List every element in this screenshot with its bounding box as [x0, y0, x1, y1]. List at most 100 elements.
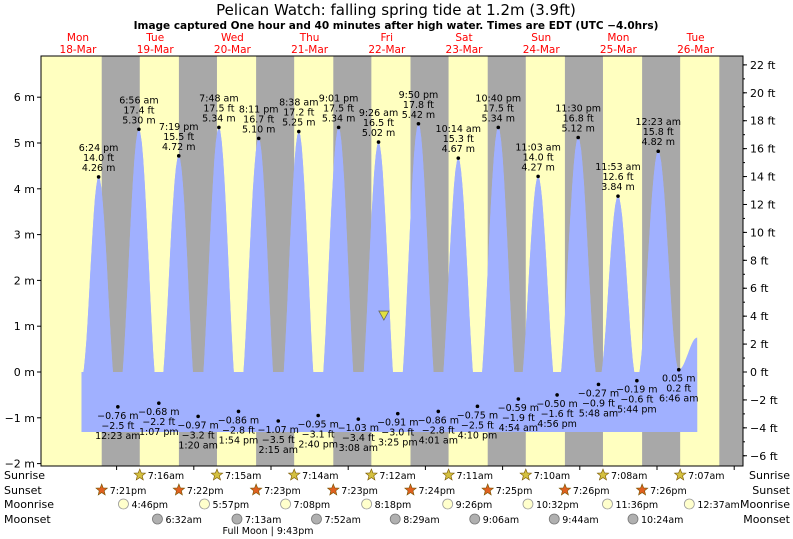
plot-border	[40, 55, 744, 467]
low-tide-time: 2:40 pm	[298, 440, 338, 451]
high-tide-feet: 15.8 ft	[643, 127, 674, 138]
high-tide-metres: 5.34 m	[482, 113, 515, 124]
high-tide-feet: 16.8 ft	[563, 114, 594, 125]
sunrise-time: 7:11am	[457, 471, 493, 482]
sunrise-time: 7:12am	[379, 471, 415, 482]
night-band	[719, 56, 743, 466]
high-tide-feet: 15.3 ft	[443, 134, 474, 145]
date-label: 24-Mar	[523, 44, 561, 56]
low-tide-metres: −1.07 m	[258, 425, 299, 436]
low-tide-feet: −2.2 ft	[142, 417, 175, 428]
low-tide-point	[436, 409, 441, 414]
high-tide-metres: 5.30 m	[122, 115, 155, 126]
moonset-icon	[389, 513, 401, 525]
low-tide-point	[676, 367, 681, 372]
moonset-time: 9:44am	[562, 515, 598, 526]
high-tide-feet: 16.5 ft	[363, 118, 394, 129]
astro-rows: SunriseSunsetMoonriseMoonsetSunriseSunse…	[4, 468, 791, 537]
sunrise-star-icon	[442, 468, 456, 481]
current-level-marker	[378, 310, 390, 321]
high-tide-metres: 5.12 m	[561, 124, 594, 135]
day-name-label: Sat	[455, 32, 472, 44]
high-tide-time: 8:11 pm	[239, 104, 279, 115]
day-name-label: Fri	[381, 32, 394, 44]
sunrise-time: 7:16am	[148, 471, 184, 482]
high-tide-time: 10:40 pm	[475, 93, 521, 104]
low-tide-point	[356, 417, 361, 421]
high-tide-point	[456, 156, 461, 160]
high-tide-time: 9:26 am	[359, 108, 398, 119]
sunset-time: 7:26pm	[650, 486, 687, 497]
sunrise-star-icon	[287, 468, 301, 481]
low-tide-metres: −0.76 m	[97, 411, 138, 422]
high-tide-metres: 4.82 m	[642, 137, 675, 148]
sunrise-time: 7:07am	[688, 471, 724, 482]
sunset-star-icon	[635, 483, 649, 496]
y-left-tick-label: 2 m	[14, 274, 35, 287]
low-tide-metres: −0.75 m	[457, 410, 498, 421]
low-tide-point	[555, 393, 559, 397]
sunset-star-icon	[249, 483, 263, 496]
moonrise-time: 10:32pm	[536, 500, 579, 511]
moonset-row-label-left: Moonset	[4, 513, 51, 526]
date-label: 21-Mar	[291, 44, 329, 56]
low-tide-feet: 0.2 ft	[666, 384, 691, 395]
y-right-tick-label: 14 ft	[750, 171, 776, 184]
low-tide-time: 3:25 pm	[378, 438, 418, 449]
date-label: 23-Mar	[446, 44, 484, 56]
low-tide-point	[395, 411, 400, 416]
high-tide-feet: 17.4 ft	[123, 105, 154, 116]
moonrise-time: 8:18pm	[375, 500, 412, 511]
low-tide-metres: −0.50 m	[536, 399, 577, 410]
low-tide-feet: −0.6 ft	[620, 395, 653, 406]
day-name-label: Wed	[221, 32, 244, 44]
sunrise-star-icon	[519, 468, 533, 481]
moonrise-time: 7:08pm	[294, 500, 331, 511]
y-right-tick-label: 4 ft	[750, 310, 769, 323]
day-name-label: Thu	[299, 32, 320, 44]
low-tide-point	[516, 397, 521, 401]
high-tide-feet: 17.5 ft	[483, 103, 514, 114]
high-tide-metres: 4.27 m	[521, 162, 554, 173]
date-label: 18-Mar	[60, 44, 98, 56]
tide-area-top	[81, 123, 698, 433]
low-tide-metres: −0.68 m	[138, 407, 179, 418]
sunset-star-icon	[95, 483, 109, 496]
low-tide-metres: −0.27 m	[578, 388, 619, 399]
high-tide-point	[96, 175, 101, 179]
low-tide-feet: −3.0 ft	[381, 428, 414, 439]
moonset-time: 10:24am	[641, 515, 683, 526]
moonset-time: 7:13am	[245, 515, 281, 526]
y-left-tick-label: 4 m	[14, 183, 35, 196]
moonrise-time: 9:26pm	[456, 500, 493, 511]
high-tide-time: 10:14 am	[436, 124, 481, 135]
low-tide-feet: −3.4 ft	[342, 433, 375, 444]
low-tide-time: 5:44 pm	[617, 405, 657, 416]
moonset-icon	[548, 513, 560, 525]
low-tide-metres: −0.95 m	[297, 420, 338, 431]
date-label: 26-Mar	[677, 44, 715, 56]
sunset-star-icon	[326, 483, 340, 496]
high-tide-time: 9:01 pm	[319, 93, 359, 104]
sunset-star-icon	[558, 483, 572, 496]
low-tide-time: 4:54 am	[499, 423, 538, 434]
date-label: 20-Mar	[214, 44, 252, 56]
high-tide-time: 11:03 am	[515, 142, 560, 153]
low-tide-point	[316, 413, 320, 418]
y-right-tick-label: −6 ft	[750, 450, 778, 463]
y-right-tick-label: 6 ft	[750, 282, 769, 295]
sunset-time: 7:22pm	[187, 486, 224, 497]
low-tide-feet: −3.2 ft	[182, 430, 215, 441]
sunrise-row-label-right: Sunrise	[749, 469, 790, 482]
sunrise-star-icon	[596, 468, 610, 481]
high-tide-time: 7:48 am	[199, 93, 238, 104]
low-tide-feet: −0.9 ft	[582, 398, 615, 409]
y-left-tick-label: 0 m	[14, 366, 35, 379]
y-right-tick-label: 18 ft	[750, 115, 776, 128]
y-left-tick-label: 5 m	[14, 137, 35, 150]
high-tide-metres: 5.42 m	[402, 110, 435, 121]
day-name-label: Sun	[531, 32, 551, 44]
high-tide-point	[256, 136, 261, 141]
y-right-tick-label: 16 ft	[750, 143, 776, 156]
high-tide-point	[536, 174, 540, 179]
